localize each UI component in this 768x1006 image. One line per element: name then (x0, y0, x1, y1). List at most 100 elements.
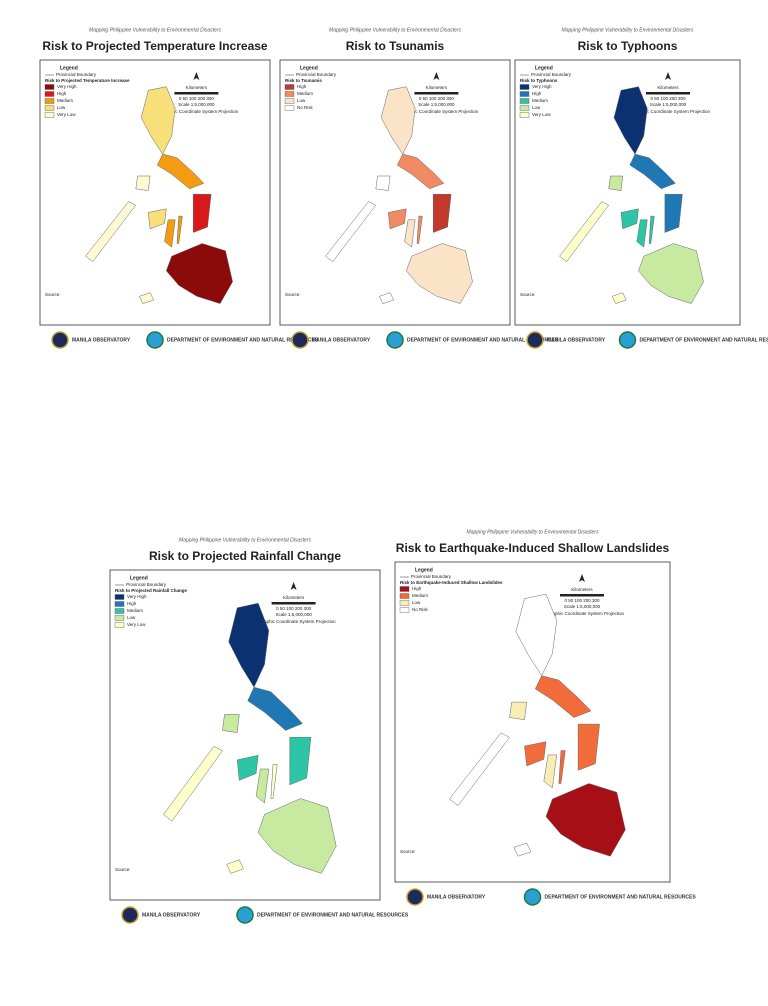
projection: Geographic Coordinate System Projection (154, 109, 239, 114)
legend-heading: Legend (300, 65, 318, 71)
legend-boundary: Provincial Boundary (126, 582, 167, 587)
projection: Geographic Coordinate System Projection (626, 109, 711, 114)
island (515, 593, 557, 677)
island (611, 292, 627, 304)
logo-text: MANILA OBSERVATORY (312, 337, 371, 343)
island (379, 292, 395, 304)
scale-ticks: 0 50 100 200 300 (650, 96, 686, 101)
island (559, 201, 610, 263)
legend-label: High (57, 91, 67, 96)
legend-swatch (284, 98, 295, 104)
scale-bar (174, 92, 219, 95)
legend-swatch (399, 607, 410, 613)
legend-label: Low (297, 98, 306, 103)
scale-units: Kilometers (426, 85, 448, 90)
island (545, 783, 626, 857)
island (620, 208, 639, 230)
legend-label: Very Low (532, 112, 551, 117)
scale-bar (414, 92, 459, 95)
legend-label: Low (57, 105, 66, 110)
legend-label: Medium (532, 98, 548, 103)
logo-icon (236, 906, 254, 924)
logo-icon (526, 331, 544, 349)
scale-bar (646, 92, 690, 95)
north-arrow (290, 582, 297, 590)
map-title: Risk to Typhoons (578, 39, 678, 53)
scale-ticks: 0 50 100 200 300 (564, 598, 600, 603)
legend-label: Medium (297, 91, 313, 96)
island (247, 686, 303, 731)
legend-swatch (114, 622, 125, 628)
island (388, 208, 407, 230)
source: Source: (285, 292, 301, 297)
island (449, 732, 510, 806)
legend-swatch (399, 593, 410, 599)
island (176, 215, 183, 244)
island (664, 193, 683, 233)
scale-bar (271, 602, 316, 605)
island (140, 86, 176, 155)
legend-label: No Risk (412, 607, 429, 612)
legend-label: Very High (532, 84, 552, 89)
logo-icon (406, 888, 424, 906)
island (509, 701, 527, 720)
projection: Geographic Coordinate System Projection (540, 611, 625, 616)
island (613, 86, 648, 155)
logo-icon (121, 906, 139, 924)
logo-icon (618, 331, 637, 349)
logo-text: MANILA OBSERVATORY (547, 337, 606, 343)
scale-ratio: Scale 1:5,000,000 (418, 102, 455, 107)
logo-icon (386, 331, 404, 349)
scale-ticks: 0 50 100 200 300 (419, 96, 455, 101)
legend-label: Very High (127, 594, 147, 599)
logo-text: MANILA OBSERVATORY (72, 337, 131, 343)
legend-swatch (399, 600, 410, 606)
legend-swatch (114, 615, 125, 621)
island (236, 754, 259, 781)
map-title: Risk to Earthquake-Induced Shallow Lands… (396, 541, 670, 555)
island (164, 219, 176, 248)
island (638, 243, 704, 304)
island (406, 243, 473, 304)
north-arrow (433, 72, 440, 80)
legend-label: Very Low (57, 112, 76, 117)
logo-text: MANILA OBSERVATORY (142, 912, 201, 918)
legend-swatch (44, 91, 55, 97)
logo-text: DEPARTMENT OF ENVIRONMENT AND NATURAL RE… (545, 894, 697, 900)
legend-label: Low (532, 105, 541, 110)
legend-boundary: Provincial Boundary (56, 72, 97, 77)
scale-units: Kilometers (657, 85, 679, 90)
legend-label: Low (127, 615, 136, 620)
legend-label: Very Low (127, 622, 146, 627)
legend-swatch (44, 112, 55, 118)
island (380, 86, 416, 155)
header: Mapping Philippine Vulnerability to Envi… (329, 27, 461, 33)
header: Mapping Philippine Vulnerability to Envi… (179, 537, 311, 543)
legend-title: Risk to Projected Temperature Increase (45, 78, 130, 83)
legend-title: Risk to Earthquake-Induced Shallow Lands… (400, 580, 503, 585)
logo-text: DEPARTMENT OF ENVIRONMENT AND NATURAL RE… (640, 337, 768, 343)
source: Source: (520, 292, 536, 297)
scale-ratio: Scale 1:5,000,000 (650, 102, 687, 107)
logo-icon (523, 888, 542, 906)
logo-text: MANILA OBSERVATORY (427, 894, 486, 900)
legend-title: Risk to Typhoons (520, 78, 558, 83)
map-title: Risk to Projected Rainfall Change (149, 549, 341, 563)
legend-label: Very High (57, 84, 77, 89)
island (375, 175, 391, 191)
legend-label: Low (412, 600, 421, 605)
legend-heading: Legend (130, 575, 148, 581)
island (156, 153, 205, 190)
island (636, 219, 648, 248)
map-title: Risk to Tsunamis (346, 39, 445, 53)
island (524, 741, 547, 767)
island (270, 764, 278, 799)
legend-heading: Legend (60, 65, 78, 71)
map-title: Risk to Projected Temperature Increase (42, 39, 268, 53)
header: Mapping Philippine Vulnerability to Envi… (562, 27, 694, 33)
island (558, 750, 566, 784)
island (228, 602, 270, 688)
source: Source: (115, 867, 131, 872)
island (513, 842, 532, 857)
island (416, 215, 423, 244)
